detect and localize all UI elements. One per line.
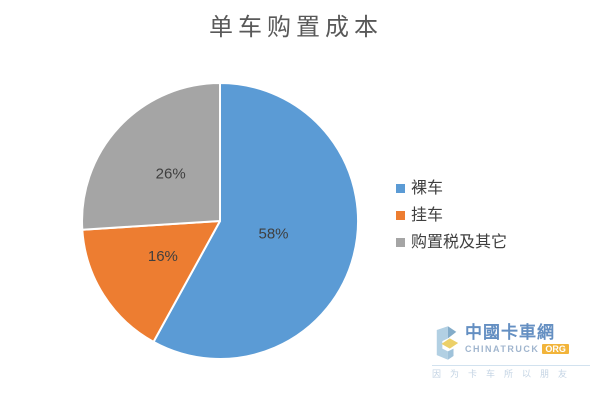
watermark-slogan: 因为卡车所以朋友: [432, 369, 577, 379]
pie-slice-label-2: 26%: [156, 166, 186, 183]
pie-slice-label-0: 58%: [258, 226, 288, 243]
legend-item-2: 购置税及其它: [396, 229, 507, 256]
legend-label: 裸车: [411, 179, 444, 197]
watermark-logo: 中國卡車網 CHINATRUCK ORG 因为卡车所以朋友: [432, 323, 590, 379]
chart-title: 单车购置成本: [209, 14, 383, 41]
legend-label: 挂车: [411, 206, 444, 224]
legend-marker-icon: [396, 238, 405, 247]
watermark-brand-en: CHINATRUCK: [465, 344, 540, 354]
watermark-brand-tld: ORG: [542, 344, 569, 354]
legend-item-0: 裸车: [396, 175, 507, 202]
watermark-divider: [432, 365, 590, 366]
legend-marker-icon: [396, 211, 405, 220]
chinatruck-cube-icon: [436, 326, 459, 360]
legend-label: 购置税及其它: [411, 233, 508, 251]
pie-slice-2: [81, 82, 221, 231]
legend-item-1: 挂车: [396, 202, 507, 229]
pie-slice-1: [81, 220, 221, 343]
legend: 裸车挂车购置税及其它: [396, 175, 507, 256]
pie-slice-0: [152, 82, 359, 360]
pie-slice-label-1: 16%: [148, 248, 178, 265]
legend-marker-icon: [396, 184, 405, 193]
watermark-brand-cn: 中國卡車網: [465, 323, 555, 342]
